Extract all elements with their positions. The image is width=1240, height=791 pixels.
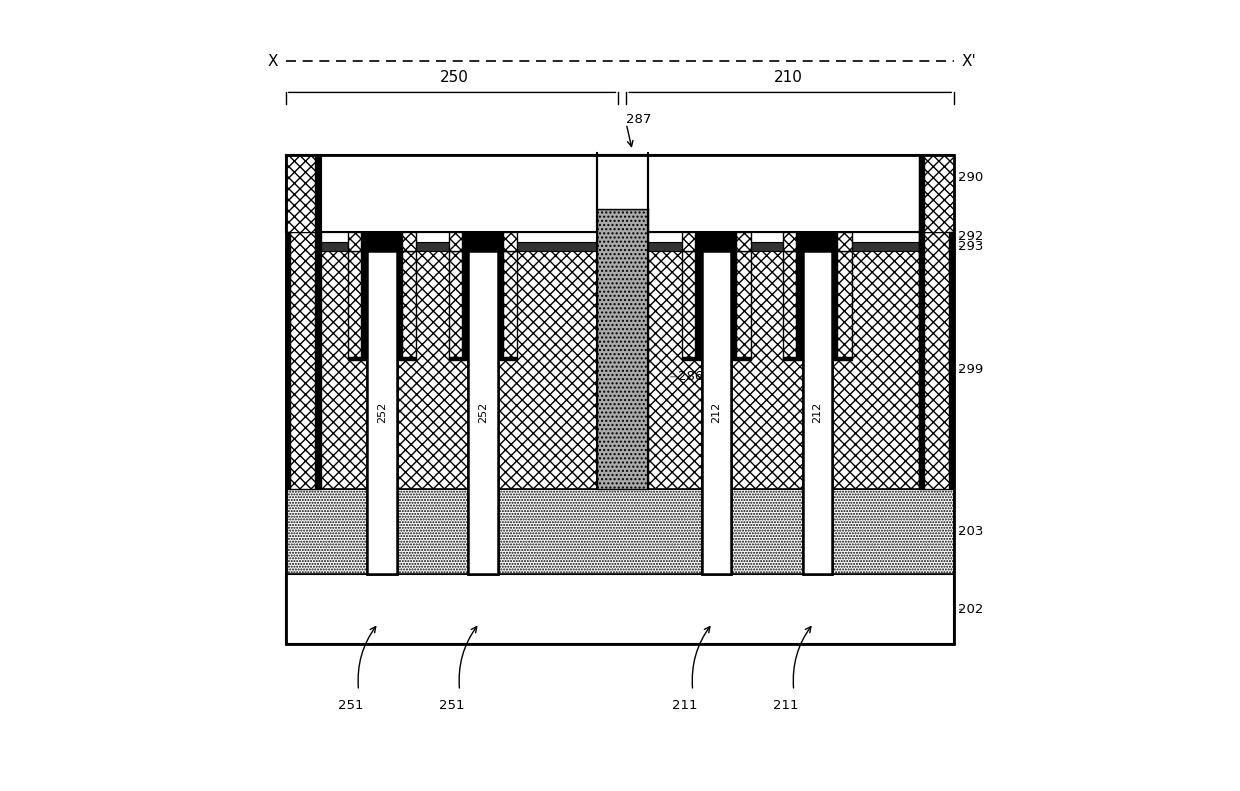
Bar <box>696 232 738 251</box>
Text: 252: 252 <box>377 402 387 423</box>
Text: 251: 251 <box>439 698 465 712</box>
Bar <box>315 233 321 489</box>
Text: 212: 212 <box>812 402 822 423</box>
Bar <box>598 154 647 233</box>
Bar <box>397 251 417 360</box>
Text: 211: 211 <box>672 698 698 712</box>
Bar <box>682 232 750 251</box>
Bar <box>449 232 517 251</box>
Bar <box>732 232 738 360</box>
Bar <box>286 251 954 489</box>
Bar <box>286 241 954 251</box>
Bar <box>397 232 403 360</box>
Text: 212: 212 <box>712 402 722 423</box>
Text: 251: 251 <box>339 698 363 712</box>
Bar <box>469 251 498 574</box>
Bar <box>348 251 367 360</box>
Bar <box>449 357 517 360</box>
Bar <box>919 233 925 489</box>
Bar <box>802 251 832 574</box>
Text: 292: 292 <box>959 230 983 244</box>
Bar <box>598 154 647 209</box>
Bar <box>796 232 838 251</box>
Text: 287: 287 <box>626 113 651 126</box>
Bar <box>784 232 852 251</box>
Text: 203: 203 <box>959 525 983 538</box>
Bar <box>449 251 469 360</box>
Bar <box>367 251 397 574</box>
Bar <box>832 251 852 360</box>
Bar <box>598 209 647 489</box>
Bar <box>286 574 954 644</box>
Text: 290: 290 <box>959 172 983 184</box>
Bar <box>463 232 505 251</box>
Text: X: X <box>268 54 278 69</box>
Bar <box>286 233 954 241</box>
Bar <box>802 251 832 574</box>
Bar <box>286 154 321 233</box>
Bar <box>682 357 750 360</box>
Bar <box>784 251 802 360</box>
Bar <box>498 251 517 360</box>
Bar <box>286 489 954 574</box>
Bar <box>702 251 732 574</box>
Bar <box>784 357 852 360</box>
Bar <box>463 232 469 360</box>
Bar <box>702 251 732 574</box>
Text: 299: 299 <box>959 363 983 377</box>
Bar <box>919 233 954 489</box>
Bar <box>696 232 702 360</box>
Bar <box>732 251 750 360</box>
Text: 252: 252 <box>479 402 489 423</box>
Bar <box>469 251 498 574</box>
Text: 293: 293 <box>959 240 983 253</box>
Bar <box>367 251 397 574</box>
Bar <box>286 154 954 644</box>
Bar <box>949 233 954 489</box>
Text: 210: 210 <box>774 70 802 85</box>
Bar <box>498 232 505 360</box>
Bar <box>796 232 802 360</box>
Bar <box>348 232 417 251</box>
Bar <box>315 154 321 233</box>
Text: 211: 211 <box>774 698 799 712</box>
Bar <box>832 232 838 360</box>
Text: 202: 202 <box>959 603 983 615</box>
Text: X': X' <box>962 54 977 69</box>
Bar <box>919 154 925 233</box>
Bar <box>682 251 702 360</box>
Bar <box>919 154 954 233</box>
Bar <box>286 233 321 489</box>
Text: 250: 250 <box>440 70 469 85</box>
Bar <box>286 154 954 233</box>
Bar <box>361 232 367 360</box>
Bar <box>348 357 417 360</box>
Bar <box>361 232 403 251</box>
Bar <box>286 233 291 489</box>
Text: 286: 286 <box>678 370 703 384</box>
